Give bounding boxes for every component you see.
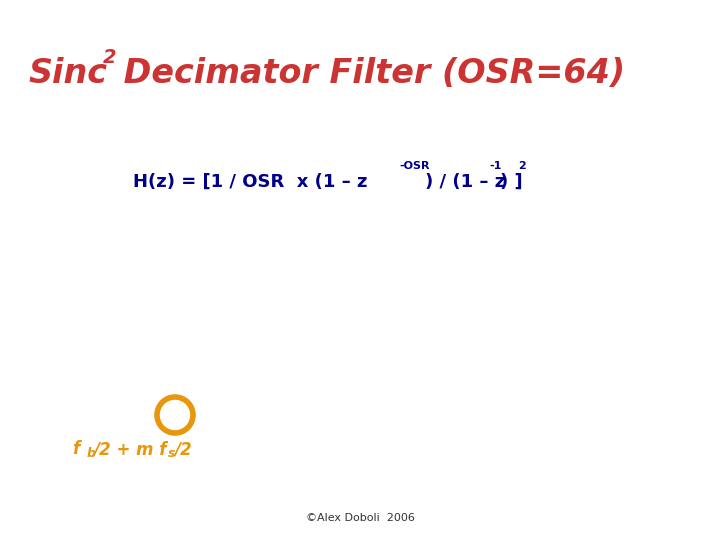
Text: b: b — [86, 447, 95, 460]
Text: ) / (1 – z: ) / (1 – z — [425, 173, 505, 191]
Text: f: f — [72, 440, 79, 458]
Text: H(z) = [1 / OSR  x (1 – z: H(z) = [1 / OSR x (1 – z — [133, 173, 368, 191]
Text: s: s — [168, 447, 175, 460]
Text: 2: 2 — [518, 161, 526, 171]
Text: 2: 2 — [103, 48, 117, 66]
Text: -1: -1 — [490, 161, 502, 171]
Text: ) ]: ) ] — [500, 173, 523, 191]
Text: /2 + m f: /2 + m f — [94, 440, 167, 458]
Text: -OSR: -OSR — [400, 161, 430, 171]
Text: Decimator Filter (OSR=64): Decimator Filter (OSR=64) — [112, 57, 625, 90]
Text: ©Alex Doboli  2006: ©Alex Doboli 2006 — [305, 512, 415, 523]
Text: /2: /2 — [175, 440, 193, 458]
Text: Sinc: Sinc — [29, 57, 108, 90]
